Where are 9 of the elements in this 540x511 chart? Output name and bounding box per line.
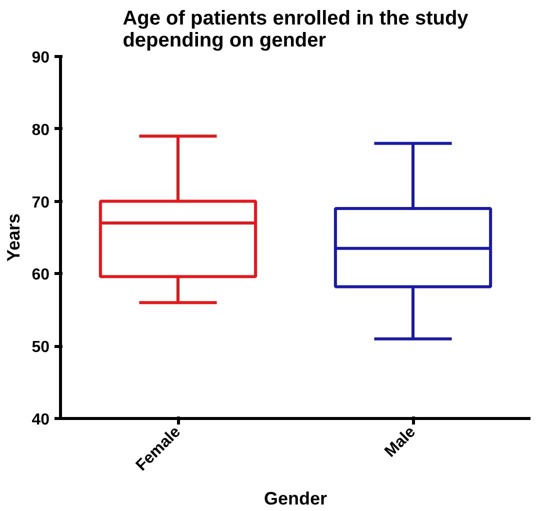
y-tick-label: 70 [32,194,50,212]
y-tick-label: 60 [32,266,50,284]
y-tick-label: 50 [32,339,50,356]
chart-title: Age of patients enrolled in the study depending on gender [122,8,470,52]
y-tick-label: 90 [32,50,50,66]
y-tick-label: 80 [32,122,50,139]
x-axis-title: Gender [264,488,328,509]
y-axis-title: Years [4,213,24,262]
y-tick-label: 40 [32,412,50,428]
